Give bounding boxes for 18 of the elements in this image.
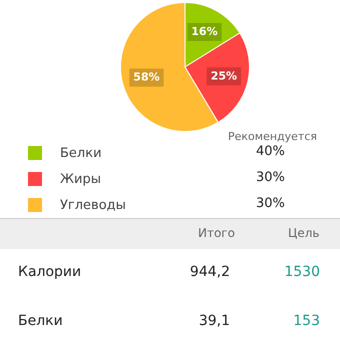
text: 1530 (284, 264, 320, 280)
data-label: 16% (191, 24, 218, 38)
data-label: 58% (133, 70, 160, 84)
text: Рекомендуется (228, 130, 317, 143)
text: 30% (256, 170, 285, 185)
text: 40% (256, 144, 285, 159)
text: 944,2 (190, 264, 230, 280)
text: Калории (18, 264, 82, 280)
legend-label: Жиры (60, 172, 101, 186)
data-label: 25% (210, 69, 238, 82)
text: Белки (18, 313, 63, 329)
text: 39,1 (198, 313, 230, 329)
legend-label: Белки (60, 146, 102, 160)
text: 153 (293, 313, 320, 329)
text: 30% (256, 196, 285, 211)
text: Цель (288, 226, 320, 240)
legend-label: Углеводы (60, 198, 126, 212)
text: Итого (198, 226, 235, 240)
